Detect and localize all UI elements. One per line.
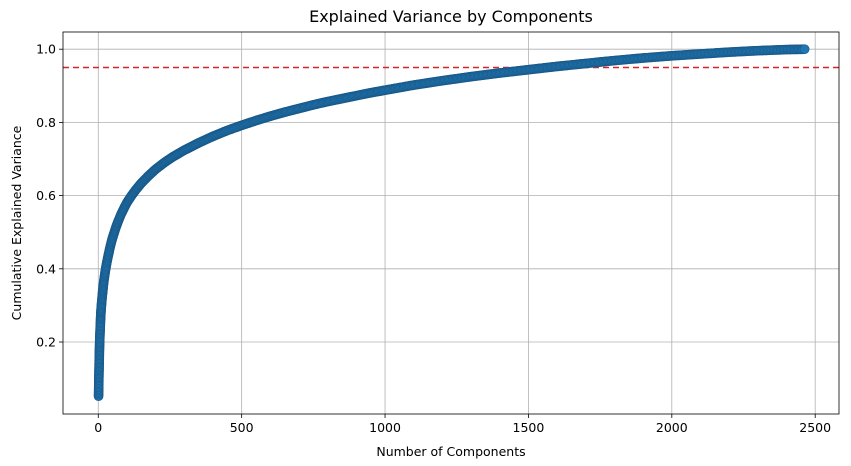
grid: [63, 32, 839, 414]
chart-title: Explained Variance by Components: [309, 7, 593, 26]
y-axis-label: Cumulative Explained Variance: [9, 125, 24, 320]
data-point: [799, 44, 810, 55]
x-tick-label: 1500: [513, 420, 545, 435]
series-layer: [93, 44, 810, 402]
x-tick-label: 1000: [369, 420, 401, 435]
x-axis-ticks: 0 500 1000 1500 2000 2500: [94, 414, 831, 435]
plot-area: [62, 31, 840, 415]
y-tick-label: 0.4: [36, 261, 56, 276]
y-tick-label: 0.8: [36, 115, 56, 130]
x-tick-label: 2500: [799, 420, 831, 435]
x-tick-label: 500: [230, 420, 254, 435]
y-tick-label: 0.6: [36, 188, 56, 203]
y-tick-label: 1.0: [36, 42, 56, 57]
x-axis-label: Number of Components: [376, 444, 525, 459]
x-tick-label: 2000: [656, 420, 688, 435]
y-axis-ticks: 0.2 0.4 0.6 0.8 1.0: [36, 42, 63, 350]
x-tick-label: 0: [94, 420, 102, 435]
plot-frame: [62, 31, 840, 415]
y-tick-label: 0.2: [36, 335, 56, 350]
